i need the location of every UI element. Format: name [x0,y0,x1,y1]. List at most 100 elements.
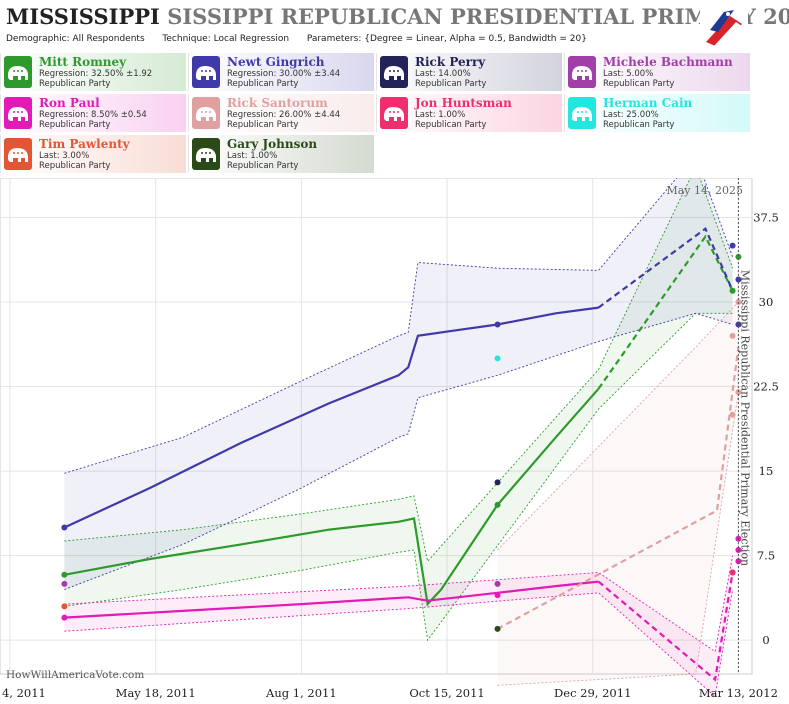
point-rick-santorum[interactable] [729,332,736,339]
legend-card-michele-bachmann[interactable]: Michele Bachmann Last: 5.00% Republican Pa… [564,53,750,91]
candidate-name: Herman Cain [603,96,693,110]
candidate-legend: Mitt Romney Regression: 32.50% ±1.92 Repub… [0,53,789,175]
watermark: HowWillAmericaVote.com [6,669,144,681]
candidate-party: Republican Party [227,120,299,130]
band-lower-ron-paul [64,589,734,698]
candidate-name: Mitt Romney [39,55,127,69]
title-rest: SISSIPPI REPUBLICAN PRESIDENTIAL PRIMARY… [167,4,789,29]
header: MISSISSIPPI SISSIPPI REPUBLICAN PRESIDEN… [0,0,789,52]
point-newt-gingrich[interactable] [61,524,68,531]
point-mitt-romney[interactable] [494,501,501,508]
y-tick-label: 22.5 [753,380,779,394]
line-mitt-romney [64,388,600,607]
point-jon-huntsman[interactable] [729,569,736,576]
demographic-label: Demographic: [6,34,70,44]
band-upper-ron-paul [64,555,734,653]
candidate-stat: Last: 25.00% [603,110,659,120]
point-mitt-romney[interactable] [735,253,742,260]
point-michele-bachmann[interactable] [61,580,68,587]
point-newt-gingrich[interactable] [729,242,736,249]
elephant-icon [192,138,220,170]
line-ron-paul [64,580,599,619]
title-state: MISSISSIPPI [6,4,160,29]
candidate-party: Republican Party [39,79,111,89]
data-points [61,242,742,632]
elephant-icon [380,56,408,88]
point-michele-bachmann[interactable] [494,580,501,587]
point-ron-paul[interactable] [735,558,742,565]
candidate-party: Republican Party [39,120,111,130]
candidate-name: Newt Gingrich [227,55,325,69]
candidate-name: Michele Bachmann [603,55,733,69]
candidate-stat: Last: 14.00% [415,69,471,79]
band-rick-santorum [497,302,739,686]
technique-label: Technique: [162,34,211,44]
candidate-name: Rick Perry [415,55,486,69]
y-tick-label: 15 [759,464,774,478]
point-tim-pawlenty[interactable] [61,603,68,610]
band-mitt-romney [64,178,733,641]
band-lower-rick-santorum [497,392,739,686]
elephant-icon [4,97,32,129]
point-mitt-romney[interactable] [61,571,68,578]
legend-card-tim-pawlenty[interactable]: Tim Pawlenty Last: 3.00% Republican Party [0,135,186,173]
elephant-icon [192,56,220,88]
y-tick-label: 37.5 [753,210,779,224]
band-lower-newt-gingrich [64,312,733,590]
legend-card-herman-cain[interactable]: Herman Cain Last: 25.00% Republican Party [564,94,750,132]
technique-value: Local Regression [213,34,290,44]
legend-card-gary-johnson[interactable]: Gary Johnson Last: 1.00% Republican Party [188,135,374,173]
line-dashed-ron-paul [597,572,734,682]
legend-card-mitt-romney[interactable]: Mitt Romney Regression: 32.50% ±1.92 Repub… [0,53,186,91]
legend-card-ron-paul[interactable]: Ron Paul Regression: 8.50% ±0.54 Republica… [0,94,186,132]
point-newt-gingrich[interactable] [735,321,742,328]
axes: Mar 4, 2011 May 18, 2011 Aug 1, 2011 Oct 15… [0,178,779,700]
point-rick-santorum[interactable] [729,411,736,418]
line-newt-gingrich [63,306,599,529]
candidate-party: Republican Party [603,79,675,89]
x-tick-label: May 18, 2011 [116,686,196,700]
election-label: Mississippi Republican Presidential Prim… [738,270,751,566]
band-upper-mitt-romney [64,178,734,563]
candidate-party: Republican Party [415,79,487,89]
x-tick-label: Mar 4, 2011 [0,686,46,700]
date-label: May 14, 2025 [666,184,743,197]
parameters-label: Parameters: [306,34,362,44]
candidate-party: Republican Party [39,161,111,171]
candidate-name: Tim Pawlenty [39,137,130,151]
x-tick-label: Dec 29, 2011 [554,686,631,700]
candidate-stat: Last: 1.00% [415,110,466,120]
candidate-stat: Last: 3.00% [39,151,90,161]
elephant-icon [380,97,408,129]
point-rick-perry[interactable] [494,479,501,486]
point-mitt-romney[interactable] [729,287,736,294]
point-gary-johnson[interactable] [494,625,501,632]
candidate-stat: Regression: 26.00% ±4.44 [227,110,341,120]
band-ron-paul [64,555,733,697]
candidate-party: Republican Party [227,79,299,89]
candidate-name: Rick Santorum [227,96,328,110]
series-lines [63,226,740,682]
candidate-name: Gary Johnson [227,137,318,151]
point-newt-gingrich[interactable] [494,321,501,328]
y-tick-label: 7.5 [757,549,775,563]
legend-card-jon-huntsman[interactable]: Jon Huntsman Last: 1.00% Republican Party [376,94,562,132]
candidate-stat: Regression: 30.00% ±3.44 [227,69,341,79]
parameters-value: {Degree = Linear, Alpha = 0.5, Bandwidth… [364,34,587,44]
band-newt-gingrich [64,178,733,590]
legend-card-rick-santorum[interactable]: Rick Santorum Regression: 26.00% ±4.44 Rep… [188,94,374,132]
legend-card-rick-perry[interactable]: Rick Perry Last: 14.00% Republican Party [376,53,562,91]
elephant-icon [568,56,596,88]
candidate-party: Republican Party [227,161,299,171]
candidate-party: Republican Party [603,120,675,130]
site-logo-icon[interactable] [700,2,748,50]
point-herman-cain[interactable] [494,355,501,362]
point-rick-santorum[interactable] [735,389,742,396]
point-ron-paul[interactable] [494,592,501,599]
y-tick-label: 30 [759,295,774,309]
line-dashed-newt-gingrich [597,226,734,309]
candidate-stat: Regression: 8.50% ±0.54 [39,110,147,120]
candidate-party: Republican Party [415,120,487,130]
legend-card-newt-gingrich[interactable]: Newt Gingrich Regression: 30.00% ±3.44 Rep… [188,53,374,91]
point-ron-paul[interactable] [61,614,68,621]
